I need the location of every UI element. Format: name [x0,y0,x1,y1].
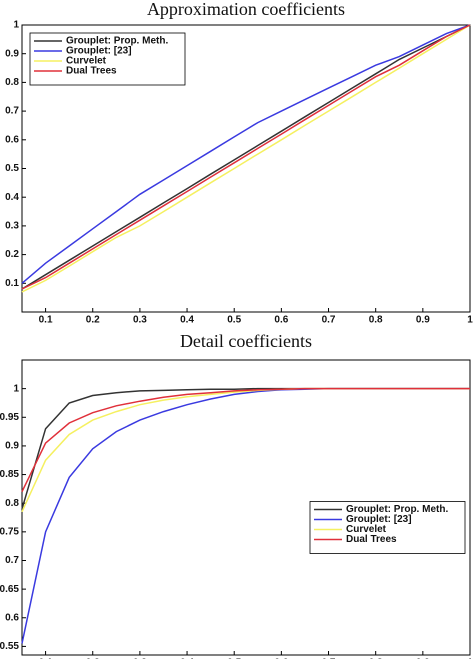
x-tick-label: 0.1 [39,315,53,326]
y-tick-label: 0.6 [5,612,19,623]
x-tick-label: 0.5 [227,315,241,326]
x-tick-label: 0.6 [274,315,288,326]
y-tick-label: 1 [13,20,19,31]
x-tick-label: 0.9 [416,315,430,326]
legend-label: Dual Trees [66,66,117,77]
y-tick-label: 0.9 [5,48,19,59]
series-line [21,387,470,510]
legend-label: Curvelet [66,56,107,67]
series-line [21,24,471,284]
y-tick-label: 0.85 [0,469,19,480]
x-tick-label: 0.3 [133,315,147,326]
x-tick-label: 0.5 [227,658,241,659]
y-tick-label: 0.7 [5,555,19,566]
series-line [21,387,470,493]
x-tick-label: 0.2 [86,658,100,659]
y-tick-label: 0.55 [0,641,19,652]
x-tick-label: 0.9 [416,658,430,659]
y-tick-label: 0.1 [5,278,19,289]
x-tick-label: 0.2 [86,315,100,326]
x-tick-label: 0.1 [39,658,53,659]
y-tick-label: 0.75 [0,526,19,537]
x-tick-label: 0.4 [180,658,194,659]
y-tick-label: 0.65 [0,584,19,595]
y-tick-label: 0.8 [5,77,19,88]
x-tick-label: 1 [467,315,473,326]
y-tick-label: 0.7 [5,106,19,117]
y-tick-label: 0.6 [5,134,19,145]
chart-title: Detail coefficients [180,331,312,351]
y-tick-label: 0.3 [5,221,19,232]
y-tick-label: 1 [13,383,19,394]
y-tick-label: 0.5 [5,163,19,174]
legend-label: Dual Trees [346,534,397,545]
x-tick-label: 1 [467,658,473,659]
series-line [21,24,471,290]
y-tick-label: 0.8 [5,498,19,509]
legend-label: Grouplet: Prop. Meth. [66,36,168,47]
y-tick-label: 0.4 [5,192,19,203]
x-tick-label: 0.8 [369,315,383,326]
legend-label: Grouplet: Prop. Meth. [346,504,448,515]
series-line [21,24,471,290]
series-line [21,24,471,293]
y-tick-label: 0.2 [5,249,19,260]
legend-label: Curvelet [346,524,387,535]
legend-label: Grouplet: [23] [66,46,132,57]
x-tick-label: 0.4 [180,315,194,326]
x-tick-label: 0.3 [133,658,147,659]
legend-label: Grouplet: [23] [346,514,412,525]
x-tick-label: 0.6 [274,658,288,659]
y-tick-label: 0.95 [0,412,19,423]
x-tick-label: 0.7 [322,315,336,326]
chart-title: Approximation coefficients [147,0,345,19]
x-tick-label: 0.8 [369,658,383,659]
series-line [21,387,470,513]
x-tick-label: 0.7 [322,658,336,659]
y-tick-label: 0.9 [5,441,19,452]
